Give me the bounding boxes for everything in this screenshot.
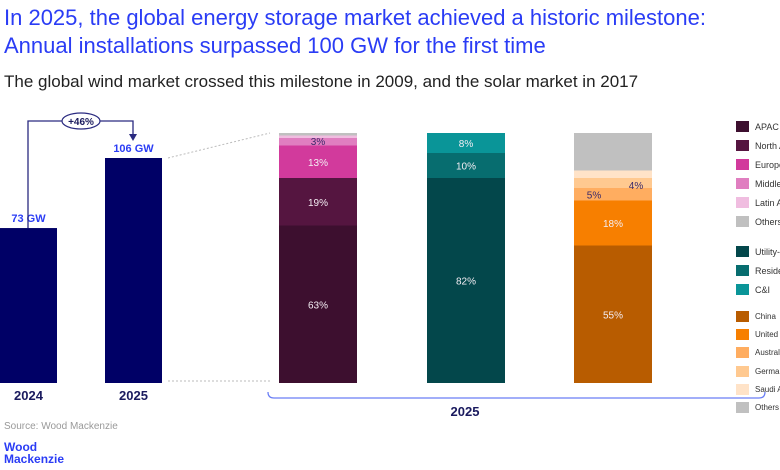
segment-label: 3% <box>311 137 326 148</box>
logo: Wood Mackenzie <box>4 440 65 466</box>
legend-label: Residential <box>755 265 780 276</box>
legend-label: Australia <box>755 348 780 357</box>
bar-2025 <box>105 158 162 383</box>
legend-item: Others <box>736 216 780 227</box>
segment-label: 18% <box>603 219 623 230</box>
legend-item: APAC <box>736 121 780 132</box>
segment-label: 19% <box>308 198 328 209</box>
legend-label: Latin America <box>755 197 780 208</box>
legend-label: Utility-scale <box>755 246 780 257</box>
legend-swatch <box>736 347 749 358</box>
legend-swatch <box>736 366 749 377</box>
legend-swatch <box>736 284 749 295</box>
legend-swatch <box>736 197 749 208</box>
segment-utility-scale <box>427 178 505 383</box>
title-line-1: In 2025, the global energy storage marke… <box>4 5 706 30</box>
legend-swatch <box>736 402 749 413</box>
segment-united-states <box>574 200 652 246</box>
legend-item: C&I <box>736 284 780 295</box>
segment-others <box>279 133 357 136</box>
segment-others <box>574 133 652 171</box>
legend-item: United States <box>736 329 780 340</box>
segment-c-i <box>427 133 505 153</box>
title-line-2: Annual installations surpassed 100 GW fo… <box>4 33 546 58</box>
legend-swatch <box>736 329 749 340</box>
legend-label: APAC <box>755 121 779 132</box>
legend-swatch <box>736 159 749 170</box>
legend-label: Germany <box>755 367 780 376</box>
legend-item: Others <box>736 402 780 413</box>
legend-item: Saudi Arabia <box>736 384 780 395</box>
legend-swatch <box>736 265 749 276</box>
legend-item: Australia <box>736 347 780 358</box>
group-label: 2025 <box>451 404 480 419</box>
segment-label: 63% <box>308 300 328 311</box>
bar-2024 <box>0 228 57 383</box>
legend-item: Germany <box>736 366 780 377</box>
segment-apac <box>279 225 357 383</box>
segment-label: 4% <box>629 181 644 192</box>
segment-middle-east-africa <box>279 138 357 146</box>
arrow-head-icon <box>129 134 137 141</box>
legend-label: Middle East & Africa <box>755 178 780 189</box>
legend-item: Europe <box>736 159 780 170</box>
legend-swatch <box>736 246 749 257</box>
segment-label: 5% <box>587 190 602 201</box>
legend-swatch <box>736 384 749 395</box>
data-label: 73 GW <box>11 213 46 225</box>
legend-swatch <box>736 311 749 322</box>
legend-item: Utility-scale <box>736 246 780 257</box>
legend-label: C&I <box>755 284 771 295</box>
data-label: 106 GW <box>113 143 154 155</box>
segment-residential <box>427 153 505 178</box>
legend-item: China <box>736 311 780 322</box>
legend-label: Others <box>755 403 780 412</box>
legend-label: North America <box>755 140 780 151</box>
segment-label: 13% <box>308 158 328 169</box>
legend-swatch <box>736 140 749 151</box>
segment-label: 10% <box>456 162 476 173</box>
legend-swatch <box>736 178 749 189</box>
legend-item: Middle East & Africa <box>736 178 780 189</box>
legend-label: Others <box>755 216 780 227</box>
x-tick-label: 2024 <box>14 388 44 403</box>
segment-north-america <box>279 178 357 226</box>
x-tick-label: 2025 <box>119 388 148 403</box>
legend-label: China <box>755 312 776 321</box>
group-bracket <box>267 391 766 399</box>
legend-swatch <box>736 216 749 227</box>
legend-label: Saudi Arabia <box>755 385 780 394</box>
legend-label: Europe <box>755 159 780 170</box>
segment-latin-america <box>279 135 357 138</box>
segment-label: 8% <box>459 139 474 150</box>
segment-australia <box>574 188 652 201</box>
source-note: Source: Wood Mackenzie <box>4 421 118 432</box>
growth-badge <box>61 112 101 130</box>
legend-item: North America <box>736 140 780 151</box>
legend-label: United States <box>755 330 780 339</box>
subtitle: The global wind market crossed this mile… <box>4 72 639 91</box>
segment-europe <box>279 145 357 178</box>
growth-label: +46% <box>68 117 94 128</box>
segment-germany <box>574 178 652 188</box>
segment-label: 82% <box>456 277 476 288</box>
segment-saudi-arabia <box>574 170 652 178</box>
segment-label: 55% <box>603 310 623 321</box>
legend-item: Latin America <box>736 197 780 208</box>
segment-china <box>574 245 652 383</box>
connector-top <box>167 132 271 159</box>
legend-item: Residential <box>736 265 780 276</box>
legend-swatch <box>736 121 749 132</box>
